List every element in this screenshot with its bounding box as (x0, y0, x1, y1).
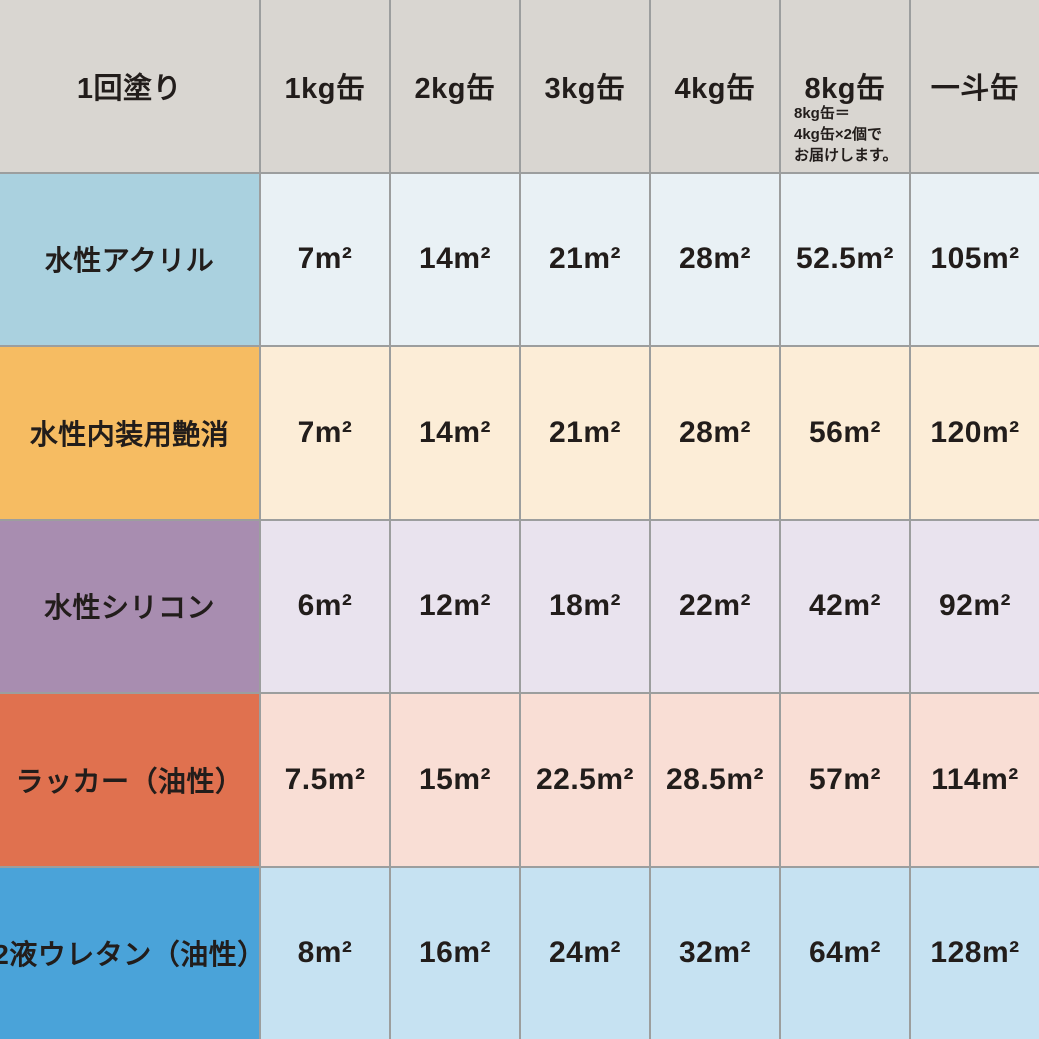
coverage-cell: 22m² (651, 520, 779, 692)
coverage-cell: 22.5m² (521, 694, 649, 866)
coverage-cell: 7m² (261, 173, 389, 345)
coverage-cell: 105m² (911, 173, 1039, 345)
coverage-cell: 28m² (651, 347, 779, 519)
row-label-water-interior-matte: 水性内装用艶消 (0, 347, 259, 519)
note-line: 4kg缶×2個で (794, 125, 882, 143)
coverage-cell: 14m² (391, 347, 519, 519)
coverage-cell: 64m² (781, 867, 909, 1039)
coverage-cell: 18m² (521, 520, 649, 692)
header-label: 4kg缶 (674, 72, 756, 105)
coverage-cell: 32m² (651, 867, 779, 1039)
coverage-cell: 56m² (781, 347, 909, 519)
header-coat-count: 1回塗り (0, 0, 259, 172)
coverage-cell: 128m² (911, 867, 1039, 1039)
coverage-cell: 7m² (261, 347, 389, 519)
coverage-cell: 7.5m² (261, 694, 389, 866)
row-label-water-acrylic: 水性アクリル (0, 173, 259, 345)
header-label: 一斗缶 (930, 72, 1020, 105)
header-label: 8kg缶 (804, 72, 886, 105)
header-1kg-can: 1kg缶 (261, 0, 389, 172)
row-label-urethane-2k-oil: 2液ウレタン（油性） (0, 867, 265, 1039)
note-line: お届けします。 (794, 146, 898, 164)
header-label: 3kg缶 (544, 72, 626, 105)
row-label-water-silicone: 水性シリコン (0, 520, 259, 692)
coverage-cell: 8m² (261, 867, 389, 1039)
header-label: 1回塗り (76, 72, 183, 105)
header-label: 1kg缶 (284, 72, 366, 105)
coverage-cell: 21m² (521, 173, 649, 345)
note-line: 8kg缶＝ (794, 104, 850, 122)
row-label-lacquer-oil: ラッカー（油性） (0, 694, 259, 866)
coverage-cell: 21m² (521, 347, 649, 519)
coverage-cell: 24m² (521, 867, 649, 1039)
coverage-cell: 12m² (391, 520, 519, 692)
header-2kg-can: 2kg缶 (391, 0, 519, 172)
coverage-cell: 114m² (911, 694, 1039, 866)
coverage-cell: 92m² (911, 520, 1039, 692)
coverage-cell: 14m² (391, 173, 519, 345)
coverage-cell: 16m² (391, 867, 519, 1039)
header-label: 2kg缶 (414, 72, 496, 105)
coverage-cell: 120m² (911, 347, 1039, 519)
coverage-cell: 15m² (391, 694, 519, 866)
coverage-cell: 6m² (261, 520, 389, 692)
coverage-cell: 28m² (651, 173, 779, 345)
coverage-cell: 52.5m² (781, 173, 909, 345)
coverage-cell: 57m² (781, 694, 909, 866)
coverage-cell: 42m² (781, 520, 909, 692)
header-3kg-can: 3kg缶 (521, 0, 649, 172)
header-itto-can: 一斗缶 (911, 0, 1039, 172)
header-4kg-can: 4kg缶 (651, 0, 779, 172)
note-8kg-delivery: 8kg缶＝ 4kg缶×2個で お届けします。 (794, 103, 907, 166)
header-8kg-can: 8kg缶 8kg缶＝ 4kg缶×2個で お届けします。 (781, 0, 909, 172)
coverage-cell: 28.5m² (651, 694, 779, 866)
